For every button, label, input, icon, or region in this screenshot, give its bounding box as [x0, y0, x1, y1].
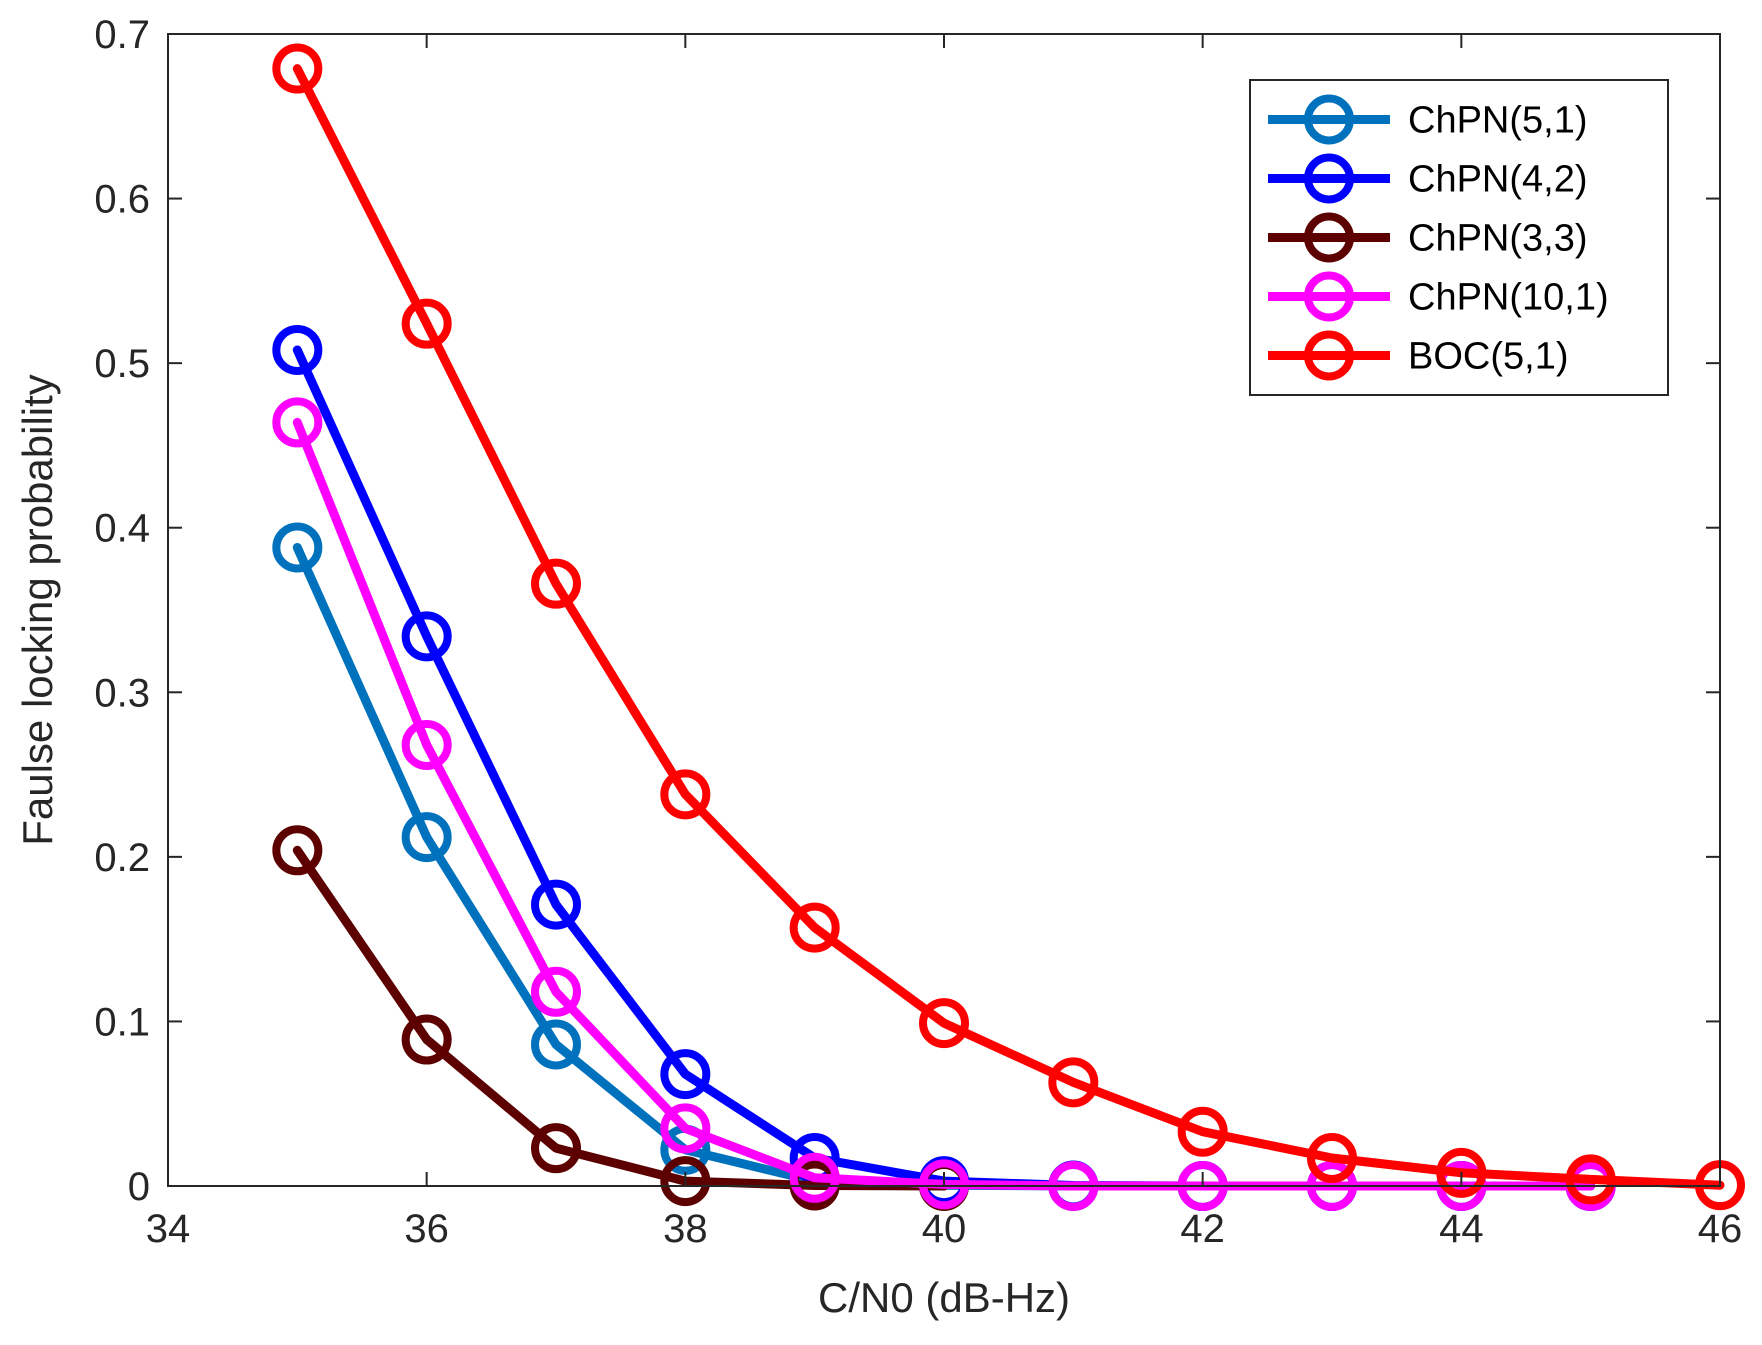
y-tick-label: 0 [128, 1165, 150, 1209]
x-tick-label: 36 [404, 1207, 449, 1251]
x-tick-label: 44 [1439, 1207, 1484, 1251]
data-point [272, 43, 323, 94]
series-BOC(5,1) [272, 43, 1745, 1211]
data-point [789, 1152, 840, 1203]
legend-label: BOC(5,1) [1408, 336, 1568, 378]
y-tick-label: 0.3 [94, 671, 150, 715]
data-point [531, 1019, 581, 1070]
data-point [1307, 1133, 1357, 1184]
data-point [660, 1049, 711, 1100]
legend-label: ChPN(5,1) [1408, 100, 1588, 142]
data-point [401, 1014, 452, 1065]
y-tick-label: 0.2 [94, 836, 150, 880]
legend-item: ChPN(10,1) [1268, 271, 1609, 322]
data-point [1436, 1147, 1487, 1198]
legend-marker [1304, 153, 1354, 204]
y-tick-label: 0.1 [94, 1000, 150, 1044]
x-tick-label: 38 [663, 1207, 708, 1251]
legend-marker [1304, 212, 1354, 263]
data-point [660, 1156, 711, 1207]
legend-marker [1304, 94, 1354, 145]
x-tick-label: 42 [1180, 1207, 1225, 1251]
data-point [272, 522, 323, 573]
data-point [401, 719, 452, 770]
legend-label: ChPN(4,2) [1408, 159, 1588, 201]
y-axis-title: Faulse locking probability [14, 374, 61, 846]
y-tick-label: 0.5 [94, 342, 150, 386]
data-point [272, 825, 323, 876]
data-point [531, 966, 581, 1017]
data-point [1177, 1106, 1228, 1157]
axis-ticks: 34 36 38 40 42 44 46 0 0.1 0.2 0.3 0.4 0.5 0.6 0.7 [94, 13, 1742, 1251]
x-axis-title: C/N0 (dB-Hz) [818, 1274, 1070, 1321]
legend-item: ChPN(5,1) [1268, 94, 1588, 145]
legend-label: ChPN(3,3) [1408, 218, 1588, 260]
data-point [1048, 1057, 1099, 1108]
data-point [660, 769, 711, 820]
data-point [789, 902, 840, 953]
y-tick-label: 0.6 [94, 178, 150, 222]
data-point [272, 397, 323, 448]
data-point [401, 298, 452, 349]
data-point [919, 998, 969, 1049]
legend-marker [1304, 271, 1354, 322]
legend-item: BOC(5,1) [1268, 330, 1568, 381]
x-tick-label: 40 [922, 1207, 967, 1251]
data-point [272, 324, 323, 375]
x-tick-label: 46 [1698, 1207, 1743, 1251]
legend-item: ChPN(3,3) [1268, 212, 1588, 263]
data-point [1565, 1154, 1616, 1205]
data-point [401, 812, 452, 863]
data-point [919, 1159, 969, 1210]
y-tick-label: 0.7 [94, 13, 150, 57]
x-tick-label: 34 [146, 1207, 191, 1251]
data-point [660, 1103, 711, 1154]
y-tick-label: 0.4 [94, 507, 150, 551]
legend: ChPN(5,1) ChPN(4,2) ChPN(3,3) ChPN(10,1) BOC… [1249, 79, 1669, 396]
legend-marker [1304, 330, 1354, 381]
data-point [531, 1123, 581, 1174]
legend-label: ChPN(10,1) [1408, 277, 1609, 319]
data-point [531, 879, 581, 930]
data-point [401, 611, 452, 662]
data-point [531, 558, 581, 609]
legend-item: ChPN(4,2) [1268, 153, 1588, 204]
